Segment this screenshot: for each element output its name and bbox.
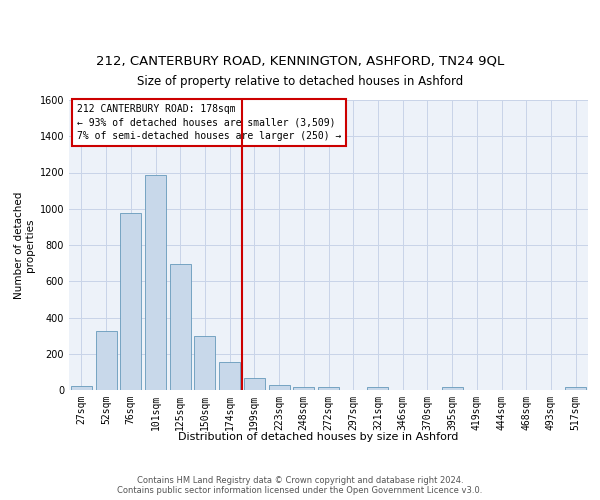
Bar bbox=[71, 386, 92, 390]
Bar bbox=[145, 175, 166, 390]
Bar bbox=[120, 214, 141, 390]
Text: 212, CANTERBURY ROAD, KENNINGTON, ASHFORD, TN24 9QL: 212, CANTERBURY ROAD, KENNINGTON, ASHFOR… bbox=[96, 54, 504, 68]
Bar bbox=[219, 362, 240, 390]
Bar bbox=[95, 331, 116, 390]
Bar bbox=[367, 388, 388, 390]
Text: Contains HM Land Registry data © Crown copyright and database right 2024.
Contai: Contains HM Land Registry data © Crown c… bbox=[118, 476, 482, 495]
Bar bbox=[293, 388, 314, 390]
Text: 212 CANTERBURY ROAD: 178sqm
← 93% of detached houses are smaller (3,509)
7% of s: 212 CANTERBURY ROAD: 178sqm ← 93% of det… bbox=[77, 104, 341, 141]
Text: Distribution of detached houses by size in Ashford: Distribution of detached houses by size … bbox=[178, 432, 458, 442]
Bar bbox=[194, 336, 215, 390]
Y-axis label: Number of detached
properties: Number of detached properties bbox=[14, 192, 35, 298]
Text: Size of property relative to detached houses in Ashford: Size of property relative to detached ho… bbox=[137, 74, 463, 88]
Bar bbox=[170, 264, 191, 390]
Bar bbox=[318, 388, 339, 390]
Bar bbox=[269, 386, 290, 390]
Bar bbox=[442, 388, 463, 390]
Bar bbox=[244, 378, 265, 390]
Bar bbox=[565, 388, 586, 390]
